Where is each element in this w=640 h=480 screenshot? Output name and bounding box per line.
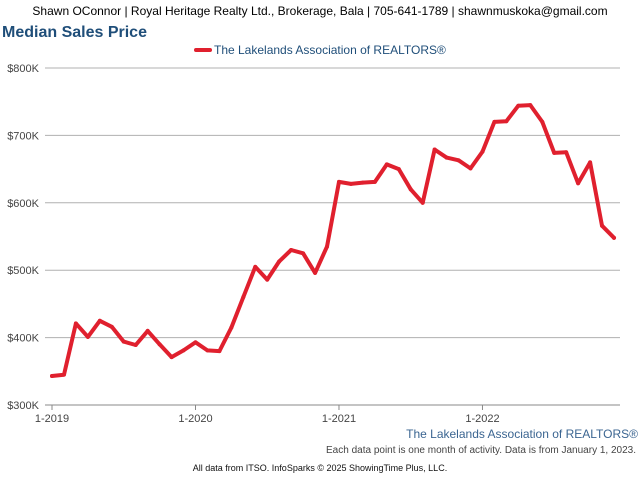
data-point[interactable] <box>348 181 353 186</box>
data-point[interactable] <box>552 150 557 155</box>
data-point[interactable] <box>169 355 174 360</box>
y-tick-label: $400K <box>7 333 39 345</box>
data-point[interactable] <box>564 150 569 155</box>
data-point[interactable] <box>336 179 341 184</box>
data-point[interactable] <box>61 372 66 377</box>
data-point[interactable] <box>360 180 365 185</box>
data-point[interactable] <box>229 325 234 330</box>
y-tick-label: $600K <box>7 198 39 210</box>
x-tick-label: 1-2019 <box>35 413 69 425</box>
data-point[interactable] <box>468 166 473 171</box>
data-point[interactable] <box>540 119 545 124</box>
y-tick-label: $300K <box>7 400 39 412</box>
x-tick-label: 1-2022 <box>465 413 499 425</box>
data-point[interactable] <box>97 318 102 323</box>
data-point[interactable] <box>193 340 198 345</box>
data-point[interactable] <box>289 247 294 252</box>
data-point[interactable] <box>325 244 330 249</box>
data-point[interactable] <box>516 103 521 108</box>
data-point[interactable] <box>444 155 449 160</box>
contact-line: Shawn OConnor | Royal Heritage Realty Lt… <box>32 4 608 18</box>
data-point[interactable] <box>612 235 616 240</box>
y-tick-label: $500K <box>7 265 39 277</box>
data-point[interactable] <box>492 119 497 124</box>
data-point[interactable] <box>133 343 138 348</box>
footer-note: Each data point is one month of activity… <box>326 445 636 456</box>
x-tick-label: 1-2021 <box>322 413 356 425</box>
legend[interactable]: The Lakelands Association of REALTORS® <box>194 43 446 57</box>
data-point[interactable] <box>408 187 413 192</box>
line-chart: $300K $400K $500K $600K $700K $800K 1-2019 1-20… <box>7 43 620 425</box>
data-point[interactable] <box>109 324 114 329</box>
data-point[interactable] <box>265 277 270 282</box>
data-point[interactable] <box>372 179 377 184</box>
data-point[interactable] <box>420 200 425 205</box>
data-point[interactable] <box>504 119 509 124</box>
legend-label: The Lakelands Association of REALTORS® <box>214 43 446 57</box>
footer-source: The Lakelands Association of REALTORS® <box>406 427 638 441</box>
x-tick-label: 1-2020 <box>178 413 212 425</box>
data-point[interactable] <box>50 374 54 379</box>
data-point[interactable] <box>480 149 485 154</box>
chart-title: Median Sales Price <box>2 24 147 41</box>
series-layer <box>50 103 616 379</box>
data-point[interactable] <box>73 321 78 326</box>
data-point[interactable] <box>85 334 90 339</box>
data-point[interactable] <box>301 251 306 256</box>
data-point[interactable] <box>217 349 222 354</box>
data-point[interactable] <box>384 162 389 167</box>
data-point[interactable] <box>432 147 437 152</box>
data-point[interactable] <box>528 103 533 108</box>
data-point[interactable] <box>121 339 126 344</box>
data-point[interactable] <box>313 270 318 275</box>
data-point[interactable] <box>181 348 186 353</box>
data-point[interactable] <box>588 160 593 165</box>
contact-header: Shawn OConnor | Royal Heritage Realty Lt… <box>0 0 640 22</box>
data-point[interactable] <box>157 342 162 347</box>
data-point[interactable] <box>600 223 605 228</box>
footer-credit: All data from ITSO. InfoSparks © 2025 Sh… <box>192 463 448 473</box>
axes: $300K $400K $500K $600K $700K $800K 1-2019 1-20… <box>7 63 620 425</box>
data-point[interactable] <box>396 167 401 172</box>
gridlines <box>45 67 620 406</box>
data-point[interactable] <box>145 328 150 333</box>
data-point[interactable] <box>277 259 282 264</box>
y-tick-label: $700K <box>7 130 39 142</box>
data-point[interactable] <box>205 348 210 353</box>
data-point[interactable] <box>576 181 581 186</box>
data-point[interactable] <box>253 264 258 269</box>
y-tick-label: $800K <box>7 63 39 75</box>
data-point[interactable] <box>241 295 246 300</box>
data-point[interactable] <box>456 158 461 163</box>
series-line[interactable] <box>50 103 616 378</box>
